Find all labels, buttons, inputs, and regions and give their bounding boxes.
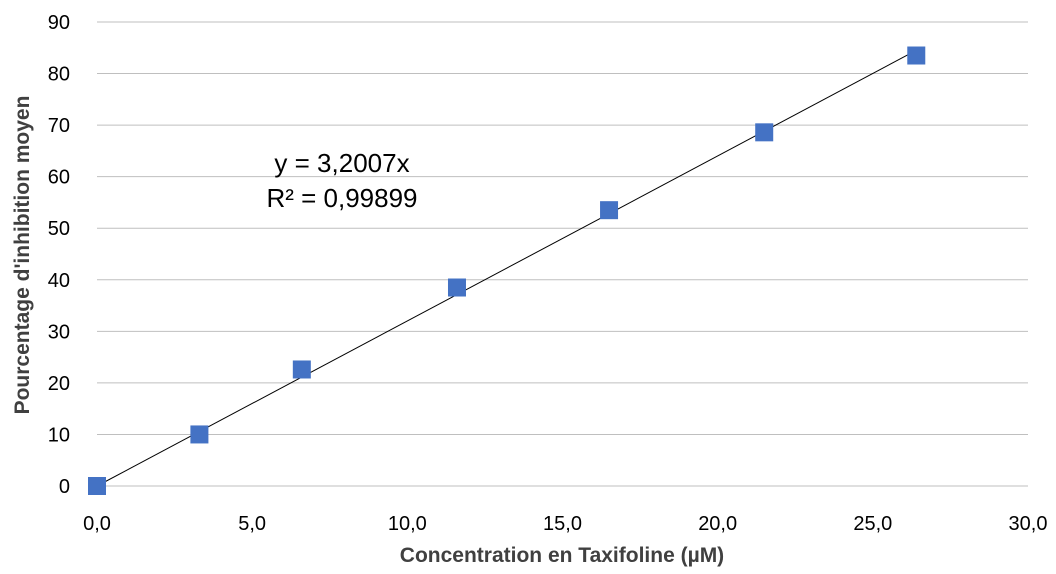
y-tick-label: 60	[48, 167, 70, 189]
x-tick-label: 10,0	[388, 513, 427, 535]
trendline	[96, 49, 917, 487]
data-point	[600, 201, 619, 220]
y-tick-label: 10	[48, 424, 70, 446]
x-tick-label: 15,0	[543, 513, 582, 535]
trendline-layer	[96, 49, 917, 487]
x-tick-label: 5,0	[238, 513, 266, 535]
data-point	[190, 425, 209, 444]
y-tick-label: 30	[48, 321, 70, 343]
gridlines	[97, 21, 1028, 487]
x-tick-label: 20,0	[698, 513, 737, 535]
x-tick-label: 0,0	[83, 513, 111, 535]
r-squared-label: R² = 0,99899	[266, 183, 417, 213]
y-tick-label: 50	[48, 218, 70, 240]
trendline-equation: y = 3,2007x	[274, 148, 409, 178]
y-tick-label: 80	[48, 64, 70, 86]
y-tick-label: 0	[59, 476, 70, 498]
y-tick-label: 90	[48, 12, 70, 34]
x-tick-label: 30,0	[1009, 513, 1048, 535]
x-axis-title: Concentration en Taxifoline (µM)	[400, 544, 724, 567]
data-point	[755, 123, 774, 142]
data-point	[447, 278, 466, 297]
y-tick-labels: 0 10 20 30 40 50 60 70 80 90	[48, 12, 70, 498]
y-tick-label: 40	[48, 270, 70, 292]
y-tick-label: 70	[48, 115, 70, 137]
data-point	[907, 46, 926, 65]
data-point	[88, 477, 106, 495]
x-tick-label: 25,0	[853, 513, 892, 535]
data-point	[292, 360, 311, 379]
y-tick-label: 20	[48, 373, 70, 395]
data-points	[88, 46, 926, 495]
y-axis-title: Pourcentage d'inhibition moyen	[11, 96, 34, 415]
x-tick-labels: 0,0 5,0 10,0 15,0 20,0 25,0 30,0	[83, 513, 1047, 535]
